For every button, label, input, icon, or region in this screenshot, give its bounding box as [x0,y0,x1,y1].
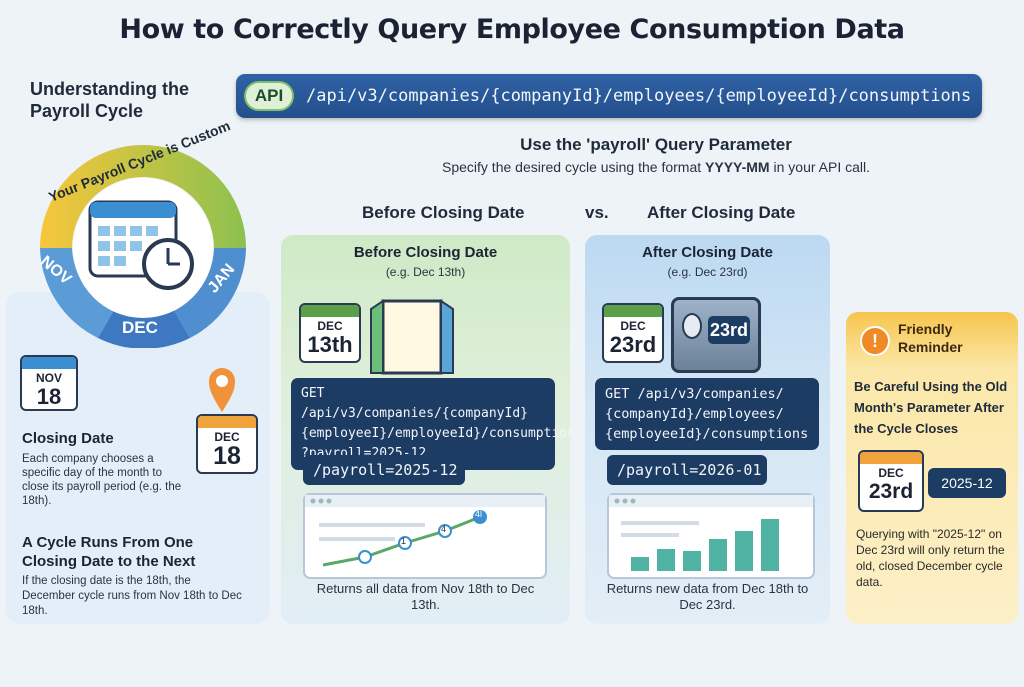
closing-date-text: Each company chooses a specific day of t… [22,453,182,507]
payroll-cycle-diagram [40,145,246,348]
after-bar-chart [607,493,815,579]
code-line: {employeeI}/employeeId}/consumptions [301,426,583,441]
safe-label: 23rd [708,316,750,344]
nov-18-calendar-icon: NOV 18 [20,355,78,411]
calendar-month: NOV [35,371,62,385]
query-param-description: Specify the desired cycle using the form… [0,159,1024,175]
cycle-text: If the closing date is the 18th, the Dec… [22,575,242,617]
chart-label: 4 [441,524,447,534]
reminder-title: Friendly Reminder [898,321,963,355]
before-panel-subtitle: (e.g. Dec 13th) [385,265,466,279]
after-bar-chart-graphic [609,495,813,571]
before-line-chart: 1 4 4l [303,493,547,579]
code-line: GET /api/v3/companies/{companyId} [301,386,528,421]
calendar-day: 18 [213,442,241,470]
before-panel-title: Before Closing Date [353,244,498,261]
page-title: How to Correctly Query Employee Consumpt… [119,14,905,45]
calendar-day: 23rd [609,332,657,357]
after-panel-title: After Closing Date [642,244,773,261]
after-panel-subtitle: (e.g. Dec 23rd) [667,265,748,279]
code-line: {employeeId}/consumptions [605,426,809,442]
after-caption: Returns new data from Dec 18th to Dec 23… [606,581,809,612]
chart-label: 1 [401,536,407,546]
desc-prefix: Specify the desired cycle using the form… [442,159,706,175]
desc-suffix: in your API call. [769,159,870,175]
dec-13-calendar-icon: DEC 13th [299,303,361,363]
payroll-cycle-heading: Understanding the Payroll Cycle [30,79,190,121]
reminder-heading: Be Careful Using the Old Month's Paramet… [854,379,1008,436]
api-path: /api/v3/companies/{companyId}/employees/… [306,86,972,106]
reminder-text: Querying with "2025-12" on Dec 23rd will… [856,527,1005,589]
chart-label: 4l [475,509,483,519]
before-closing-panel: Before Closing Date (e.g. Dec 13th) DEC … [281,235,583,624]
cycle-heading: A Cycle Runs From One Closing Date to th… [22,534,196,570]
warning-icon: ! [860,326,890,356]
month-dec: DEC [122,318,158,337]
calendar-day: 23rd [868,480,914,503]
calendar-day: 13th [307,332,353,357]
calendar-month: DEC [878,466,904,480]
reminder-param: 2025-12 [928,468,1006,498]
before-line-chart-graphic [305,495,545,567]
closing-date-heading: Closing Date [22,430,114,447]
safe-dial [682,313,702,339]
after-payroll-param: /payroll=2026-01 [607,455,767,485]
calendar-month: DEC [214,430,240,444]
dec-23-calendar-icon: DEC 23rd [602,303,664,363]
open-door-icon [370,299,454,375]
locked-safe-icon: 23rd [671,297,761,373]
desc-format: YYYY-MM [705,159,770,175]
location-pin-icon [209,368,235,412]
before-payroll-param: /payroll=2025-12 [303,455,465,485]
api-badge: API [244,81,294,111]
calendar-day: 18 [36,384,62,409]
compare-before-label: Before Closing Date [362,203,525,222]
dec-23-reminder-calendar-icon: DEC 23rd [858,450,924,512]
api-endpoint-bar: API /api/v3/companies/{companyId}/employ… [236,74,982,118]
calendar-month: DEC [620,319,646,333]
compare-after-label: After Closing Date [647,203,796,222]
after-closing-panel: After Closing Date (e.g. Dec 23rd) DEC 2… [585,235,830,624]
before-caption: Returns all data from Nov 18th to Dec 13… [316,581,535,612]
query-param-heading: Use the 'payroll' Query Parameter [520,135,792,154]
friendly-reminder-panel: ! Friendly Reminder Be Careful Using the… [846,312,1018,624]
before-request-code: GET /api/v3/companies/{companyId} {emplo… [291,378,583,470]
compare-vs-label: vs. [585,203,609,222]
code-line: GET /api/v3/companies/ [605,386,784,402]
after-request-code: GET /api/v3/companies/ {companyId}/emplo… [595,378,819,450]
code-line: {companyId}/employees/ [605,406,784,422]
dec-18-calendar-icon: DEC 18 [196,414,258,474]
calendar-month: DEC [317,319,343,333]
